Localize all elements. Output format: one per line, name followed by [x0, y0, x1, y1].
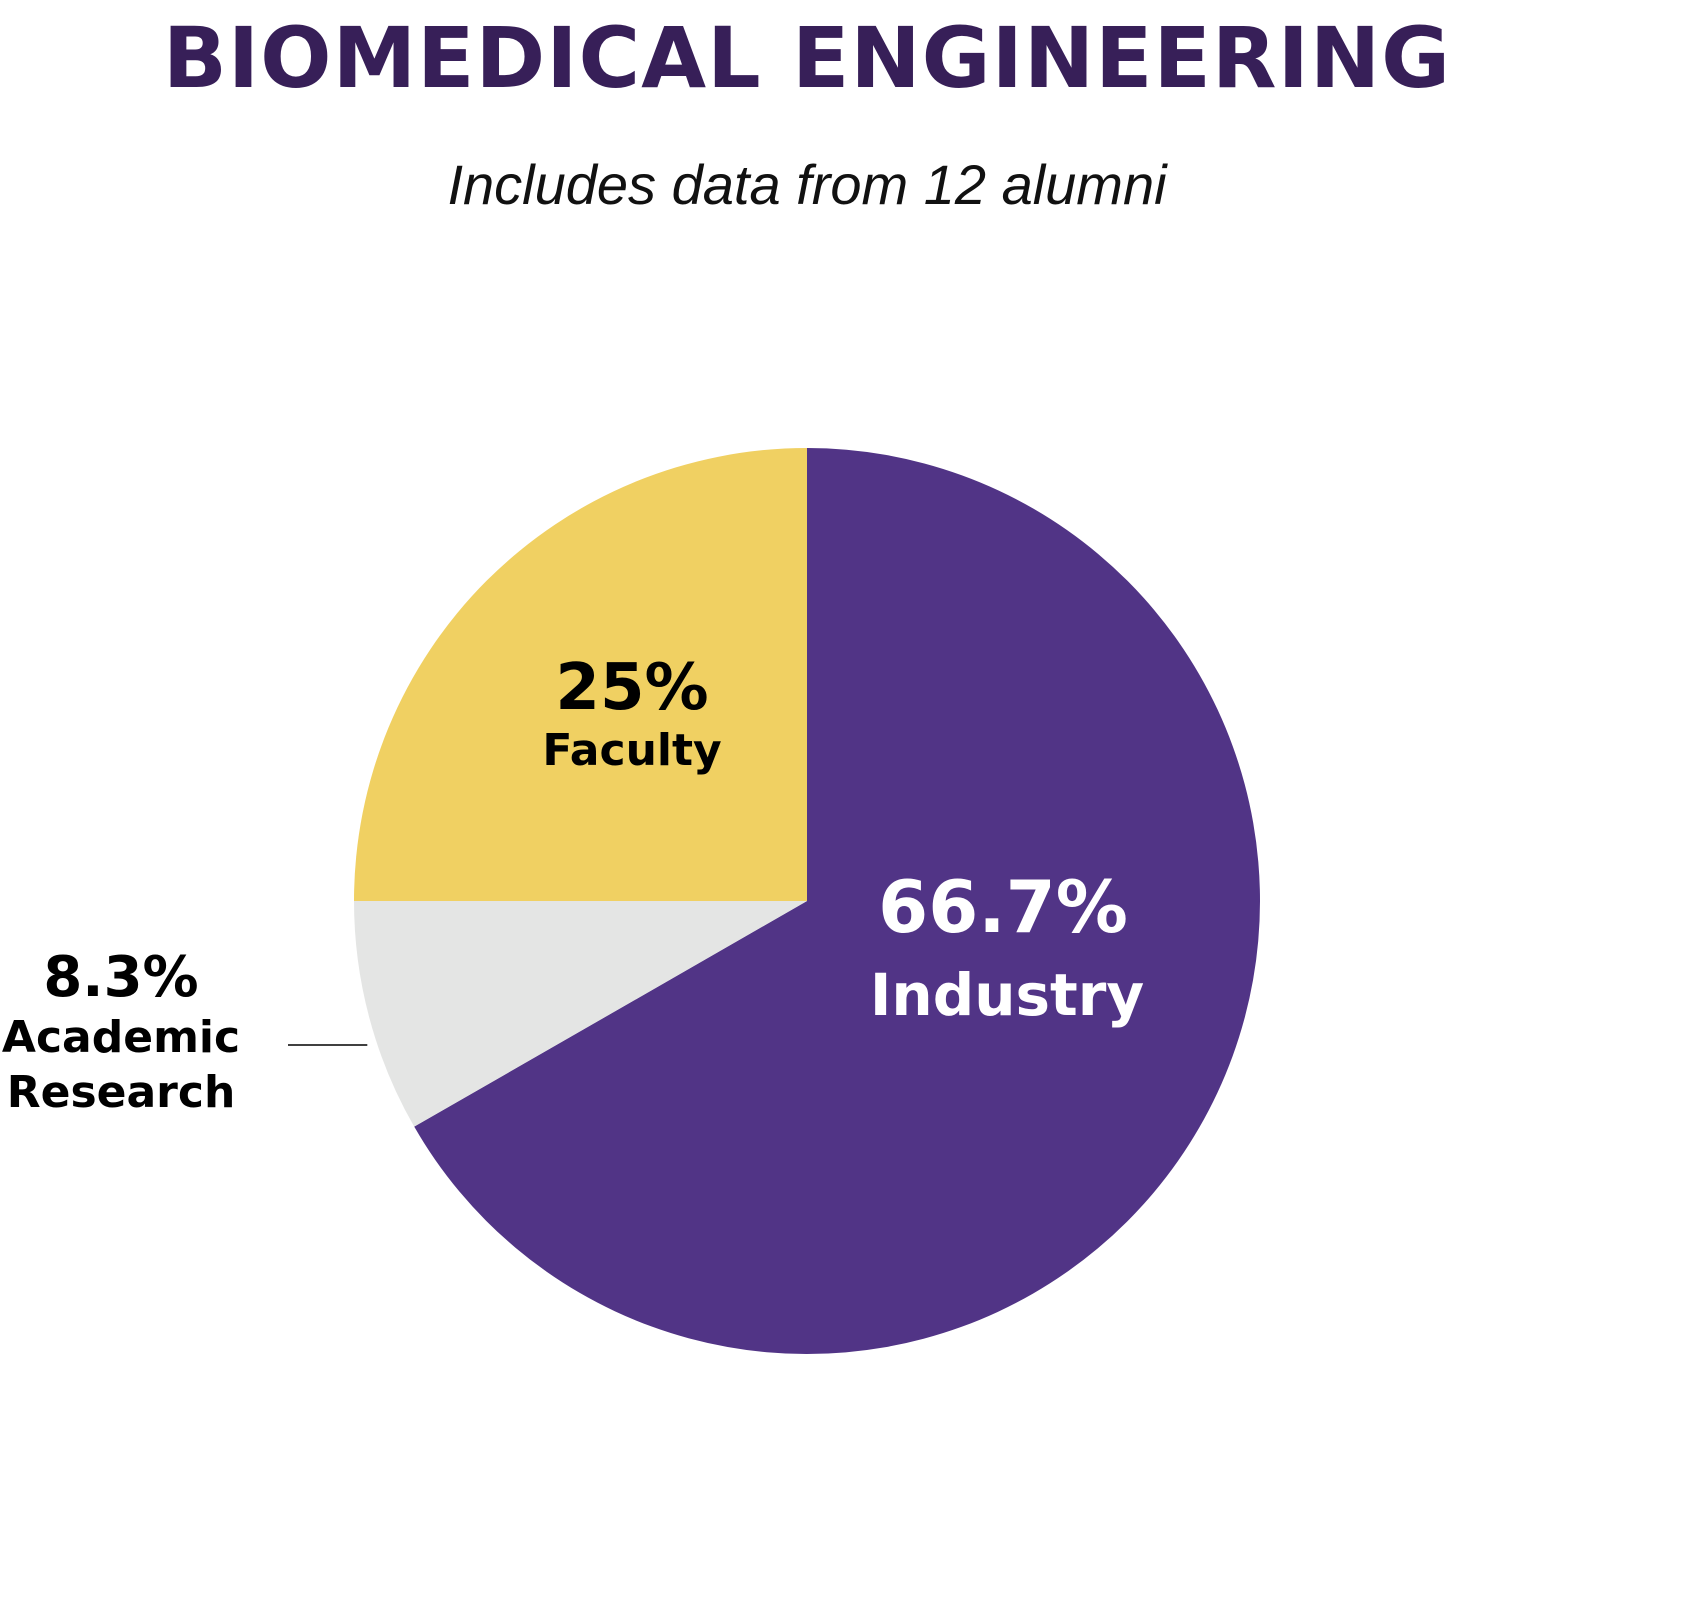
data-label-academic-research-name: Academic — [2, 1012, 240, 1063]
data-label-academic-research-value: 8.3% — [43, 945, 198, 1010]
data-label-academic-research-name: Research — [7, 1067, 236, 1118]
data-label-faculty-name: Faculty — [542, 725, 721, 776]
pie-slice-academic-research — [354, 901, 807, 1127]
chart-subtitle: Includes data from 12 alumni — [447, 153, 1167, 216]
data-label-faculty-value: 25% — [555, 651, 708, 725]
data-label-industry-value: 66.7% — [878, 865, 1128, 949]
pie-slice-industry — [414, 448, 1260, 1354]
data-label-industry-name: Industry — [870, 961, 1144, 1029]
chart-title: BIOMEDICAL ENGINEERING — [162, 9, 1452, 107]
pie-slice-faculty — [354, 448, 807, 901]
